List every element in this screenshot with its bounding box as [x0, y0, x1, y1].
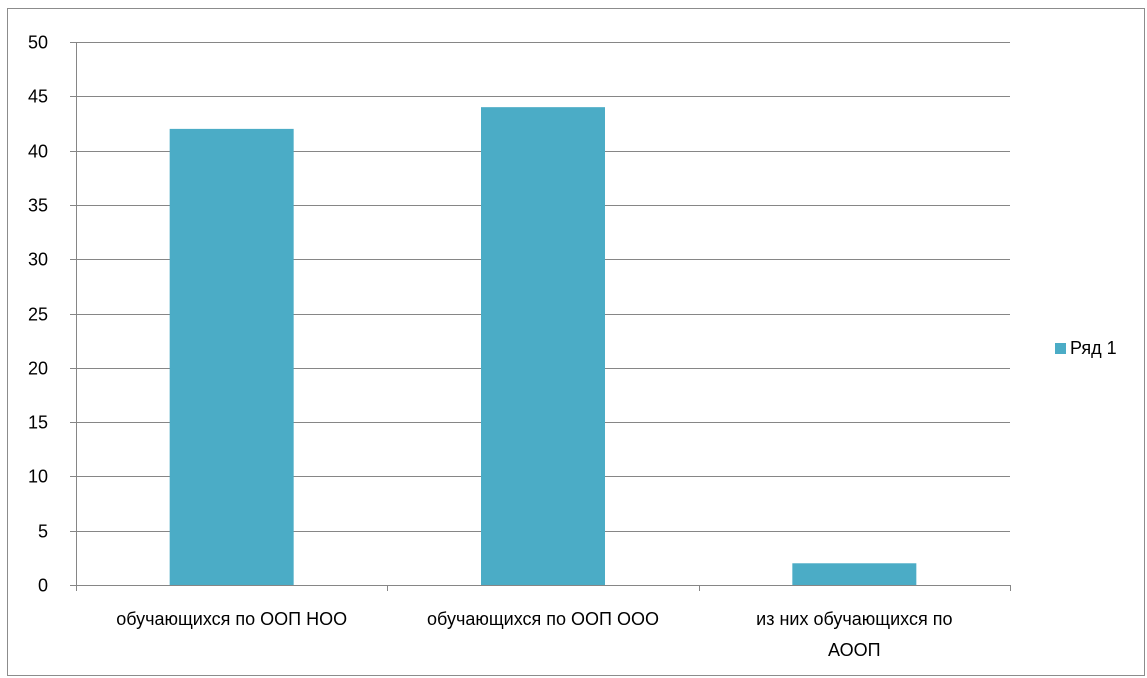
y-tick-label: 25: [28, 305, 48, 325]
legend-swatch: [1055, 343, 1066, 354]
legend-label: Ряд 1: [1070, 338, 1117, 358]
bar: [481, 107, 605, 585]
y-axis-tick-labels: 0 5 10 15 20 25 30 35 40 45 50: [28, 33, 48, 596]
x-category-label: АООП: [828, 640, 881, 660]
bars: [169, 107, 917, 585]
y-tick-label: 45: [28, 87, 48, 107]
bar: [169, 128, 294, 585]
y-tick-label: 10: [28, 467, 48, 487]
y-tick-label: 5: [38, 522, 48, 542]
y-tick-label: 20: [28, 359, 48, 379]
y-tick-label: 40: [28, 142, 48, 162]
legend: Ряд 1: [1055, 338, 1117, 358]
x-category-label: обучающихся по ООП НОО: [116, 609, 347, 629]
x-axis-category-labels: обучающихся по ООП НОО обучающихся по ООП…: [116, 609, 952, 660]
y-tick-label: 35: [28, 196, 48, 216]
x-category-label: из них обучающихся по: [756, 609, 952, 629]
y-tick-label: 30: [28, 250, 48, 270]
bar: [792, 563, 917, 585]
y-tick-label: 0: [38, 576, 48, 596]
y-tick-label: 50: [28, 33, 48, 53]
x-category-label: обучающихся по ООП ООО: [427, 609, 659, 629]
y-tick-label: 15: [28, 413, 48, 433]
axes: [70, 42, 1011, 591]
